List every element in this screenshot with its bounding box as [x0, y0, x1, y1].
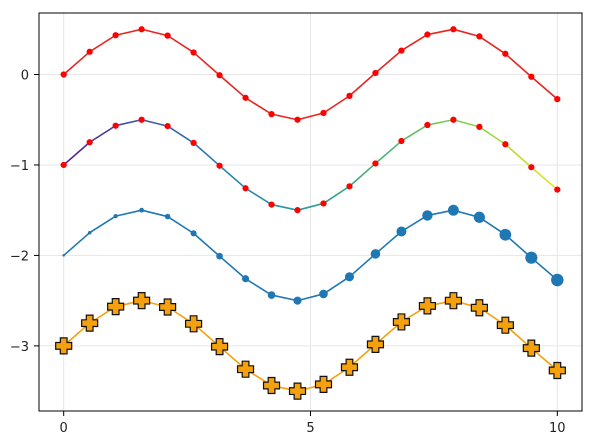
- series-3-marker: [241, 275, 250, 283]
- series-4-marker: [159, 298, 177, 316]
- series-1-marker: [216, 72, 223, 79]
- series-1-marker: [424, 31, 431, 38]
- series-3-marker: [473, 211, 486, 223]
- series-1-marker: [294, 116, 301, 123]
- series-3-marker: [344, 272, 355, 282]
- series-1-marker: [554, 95, 561, 103]
- axis-ticks: 0 5 10 0 −1 −2 −3: [10, 69, 566, 436]
- series-3-marker: [396, 226, 407, 237]
- series-4-marker: [262, 376, 281, 395]
- series-2-marker: [216, 162, 223, 169]
- series-2-marker: [60, 161, 67, 169]
- series-4-marker: [496, 316, 514, 334]
- series-3-marker: [190, 230, 197, 237]
- series-4-marker: [288, 382, 307, 400]
- series-4: [55, 292, 566, 400]
- series-4-marker: [133, 292, 151, 310]
- series-1-marker: [242, 94, 249, 101]
- series-4-marker: [340, 358, 359, 376]
- series-2-marker: [320, 200, 327, 207]
- series-2-marker: [268, 201, 275, 208]
- series-2-marker: [164, 122, 171, 130]
- series-4-marker: [210, 338, 229, 356]
- series-1-marker: [112, 32, 119, 39]
- series-2-marker: [424, 121, 431, 129]
- series-2-marker: [554, 186, 561, 193]
- series-2-marker: [294, 207, 301, 214]
- series-1-marker: [450, 26, 457, 33]
- series-2-marker: [242, 185, 249, 192]
- series-4-marker: [444, 292, 462, 310]
- series-1-marker: [528, 73, 535, 80]
- y-tick-label: 0: [21, 69, 29, 84]
- series-2-marker: [86, 139, 93, 146]
- series-4-marker: [366, 335, 385, 353]
- series-1-marker: [138, 26, 145, 33]
- series-4-marker: [548, 361, 566, 380]
- series-3-marker: [370, 249, 381, 259]
- y-tick-label: −3: [10, 340, 29, 355]
- x-tick-label: 5: [306, 421, 314, 436]
- series-4-marker: [470, 299, 488, 317]
- series-4-marker: [314, 375, 333, 393]
- series-2-marker: [346, 183, 353, 190]
- series-3-marker: [525, 251, 538, 264]
- series-1-marker: [164, 32, 171, 39]
- series-1-marker: [346, 92, 353, 100]
- series-2-marker: [190, 139, 197, 147]
- series-1-marker: [320, 109, 327, 117]
- y-tick-label: −2: [10, 249, 29, 264]
- series-1-line: [62, 28, 559, 121]
- series-1: [60, 26, 561, 123]
- series-3-marker: [267, 291, 276, 299]
- series-3-marker: [319, 289, 328, 299]
- series-3-marker: [113, 214, 118, 219]
- series-4-marker: [236, 360, 255, 378]
- series-2: [60, 116, 561, 214]
- series-layer: [55, 26, 566, 400]
- series-1-marker: [190, 49, 197, 56]
- x-tick-label: 10: [549, 421, 566, 436]
- series-2-marker: [476, 123, 483, 130]
- series-4-marker: [107, 298, 125, 316]
- series-3-marker: [62, 254, 65, 257]
- series-2-marker: [502, 141, 509, 148]
- series-3: [62, 204, 564, 305]
- series-3-marker: [499, 228, 512, 241]
- series-3-marker: [164, 213, 171, 220]
- series-1-marker: [372, 69, 379, 77]
- series-2-marker: [528, 164, 535, 171]
- series-1-marker: [60, 71, 67, 78]
- series-4-marker: [81, 314, 99, 332]
- series-4-marker: [184, 315, 203, 333]
- series-4-marker: [418, 297, 437, 315]
- series-3-marker: [422, 210, 433, 221]
- series-3-marker: [216, 252, 223, 260]
- series-3-marker: [139, 207, 145, 213]
- series-4-marker: [392, 313, 411, 331]
- series-1-marker: [398, 47, 405, 54]
- series-3-marker: [87, 230, 92, 235]
- series-1-marker: [502, 50, 509, 57]
- series-2-marker: [398, 137, 405, 145]
- series-3-marker: [447, 204, 459, 216]
- series-3-marker: [551, 273, 564, 287]
- series-4-marker: [55, 337, 73, 355]
- series-1-marker: [268, 111, 275, 118]
- series-2-line: [62, 118, 559, 211]
- series-4-marker: [522, 339, 540, 357]
- series-1-marker: [476, 33, 483, 40]
- series-2-marker: [112, 122, 119, 129]
- grid-lines: [39, 13, 582, 411]
- y-tick-label: −1: [10, 159, 29, 174]
- series-2-marker: [138, 116, 145, 123]
- series-1-marker: [86, 48, 93, 55]
- series-2-marker: [450, 116, 457, 123]
- series-2-marker: [372, 160, 379, 167]
- x-tick-label: 0: [60, 421, 68, 436]
- series-3-marker: [293, 296, 302, 305]
